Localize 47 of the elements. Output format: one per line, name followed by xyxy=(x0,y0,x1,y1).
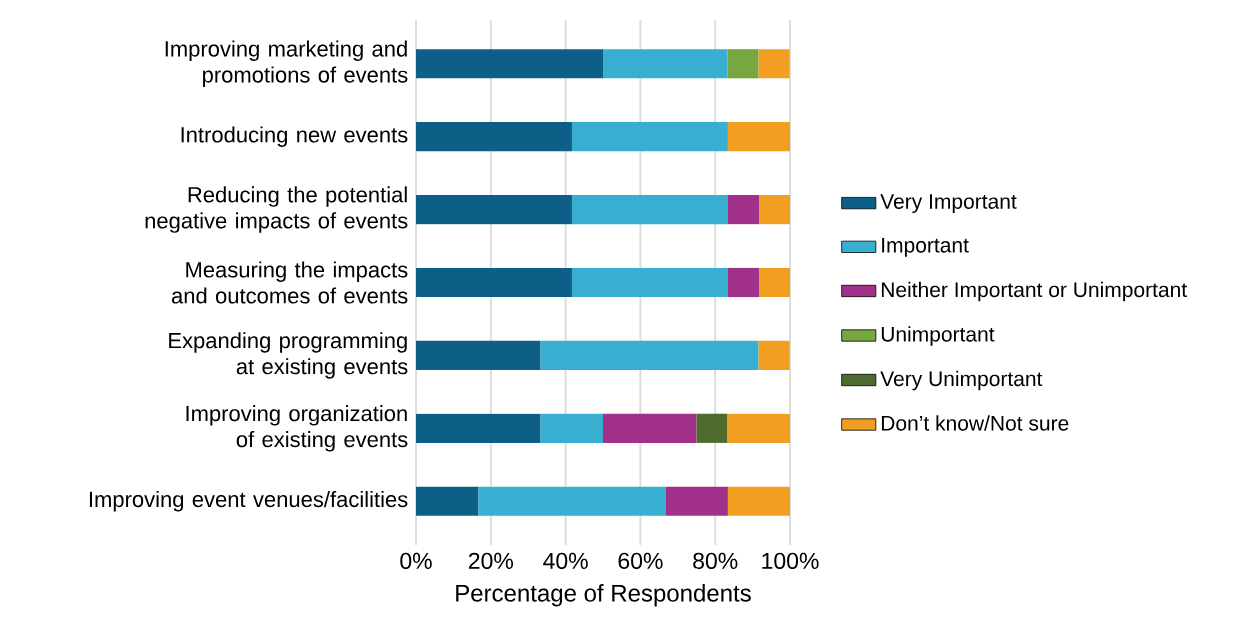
legend-label: Don’t know/Not sure xyxy=(881,415,1069,431)
y-tick-label: Expanding programming at existing events xyxy=(169,332,408,379)
x-axis-title: Percentage of Respondents xyxy=(456,584,751,607)
bar xyxy=(727,49,759,79)
x-tick-label: 20% xyxy=(468,552,513,569)
bar xyxy=(758,49,790,79)
y-tick-label: Improving organization of existing events xyxy=(186,405,408,452)
x-tick-label: 100% xyxy=(762,552,819,569)
x-tick-label: 80% xyxy=(693,552,738,569)
bar xyxy=(571,122,728,152)
y-tick-label: Reducing the potential negative impacts of events xyxy=(145,186,408,233)
bar xyxy=(416,49,604,79)
legend-label: Unimportant xyxy=(881,326,995,346)
bar xyxy=(727,413,791,443)
x-tick-label: 0% xyxy=(400,552,432,569)
bar xyxy=(416,267,572,298)
bar xyxy=(416,340,541,370)
bar xyxy=(727,267,759,298)
bar xyxy=(603,413,697,443)
bar xyxy=(758,340,790,370)
bar xyxy=(603,49,728,79)
y-tick-label: Introducing new events xyxy=(181,126,408,147)
bar xyxy=(696,413,728,443)
x-tick-label: 40% xyxy=(543,552,588,569)
bar xyxy=(571,267,728,298)
bar xyxy=(665,486,728,516)
y-tick-label: Improving marketing and promotions of events xyxy=(165,40,408,87)
bar xyxy=(416,195,572,225)
legend-label: Very Unimportant xyxy=(880,370,1043,391)
bar xyxy=(758,267,791,298)
legend-label: Important xyxy=(882,237,969,257)
bar xyxy=(416,122,572,152)
legend-label: Very Important xyxy=(880,194,1017,214)
bar xyxy=(727,486,791,516)
bar xyxy=(571,195,728,225)
bar xyxy=(478,486,666,516)
bar xyxy=(727,122,791,152)
bar xyxy=(540,340,759,370)
bar xyxy=(540,413,604,443)
bar xyxy=(416,486,479,516)
bar xyxy=(416,413,541,443)
bar xyxy=(727,195,759,225)
bar xyxy=(758,195,791,225)
x-tick-label: 60% xyxy=(618,552,663,569)
y-tick-label: Improving event venues/facilities xyxy=(89,491,408,512)
y-tick-label: Measuring the impacts and outcomes of events xyxy=(171,261,408,304)
legend-label: Neither Important or Unimportant xyxy=(881,281,1187,302)
